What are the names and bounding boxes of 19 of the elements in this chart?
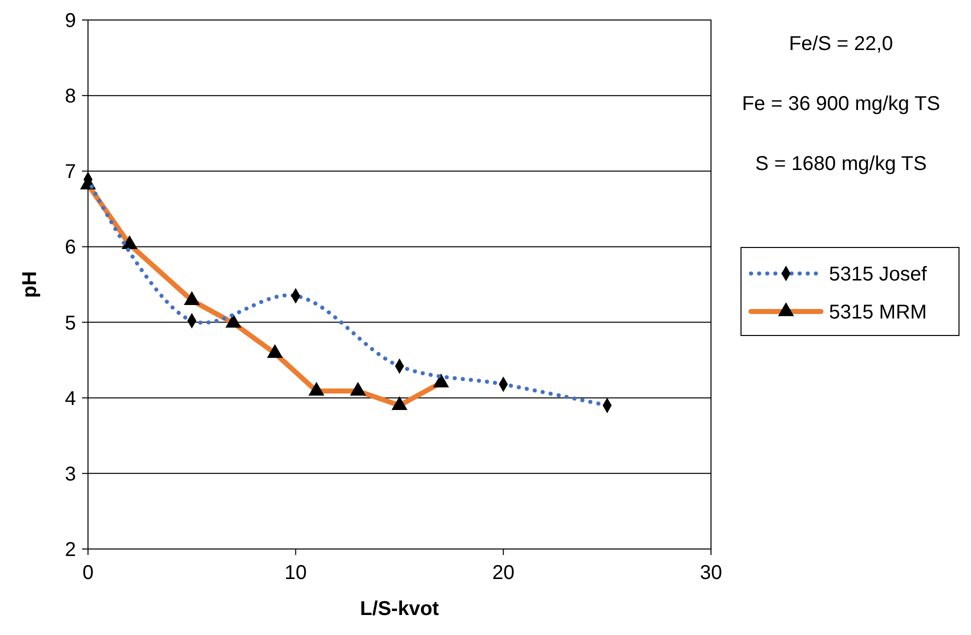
y-axis-title: pH: [19, 271, 41, 298]
y-tick-label: 8: [64, 86, 76, 108]
legend-label: 5315 MRM: [829, 301, 927, 324]
x-tick-label: 20: [492, 562, 514, 584]
legend-label: 5315 Josef: [829, 263, 928, 286]
y-tick-label: 3: [64, 463, 76, 486]
x-axis-title: L/S-kvot: [360, 598, 440, 620]
y-tick-label: 6: [64, 236, 76, 259]
y-tick-label: 4: [64, 388, 76, 410]
x-tick-label: 10: [284, 562, 307, 584]
text: Fe/S = 22,0: [789, 33, 893, 55]
x-tick-label: 0: [82, 562, 94, 584]
text: Fe = 36 900 mg/kg TS: [742, 93, 940, 115]
y-tick-label: 2: [64, 539, 76, 561]
y-tick-label: 5: [64, 312, 76, 334]
y-tick-label: 9: [64, 10, 76, 32]
text: S = 1680 mg/kg TS: [755, 153, 927, 175]
y-tick-label: 7: [64, 161, 76, 184]
x-tick-label: 30: [700, 562, 722, 584]
